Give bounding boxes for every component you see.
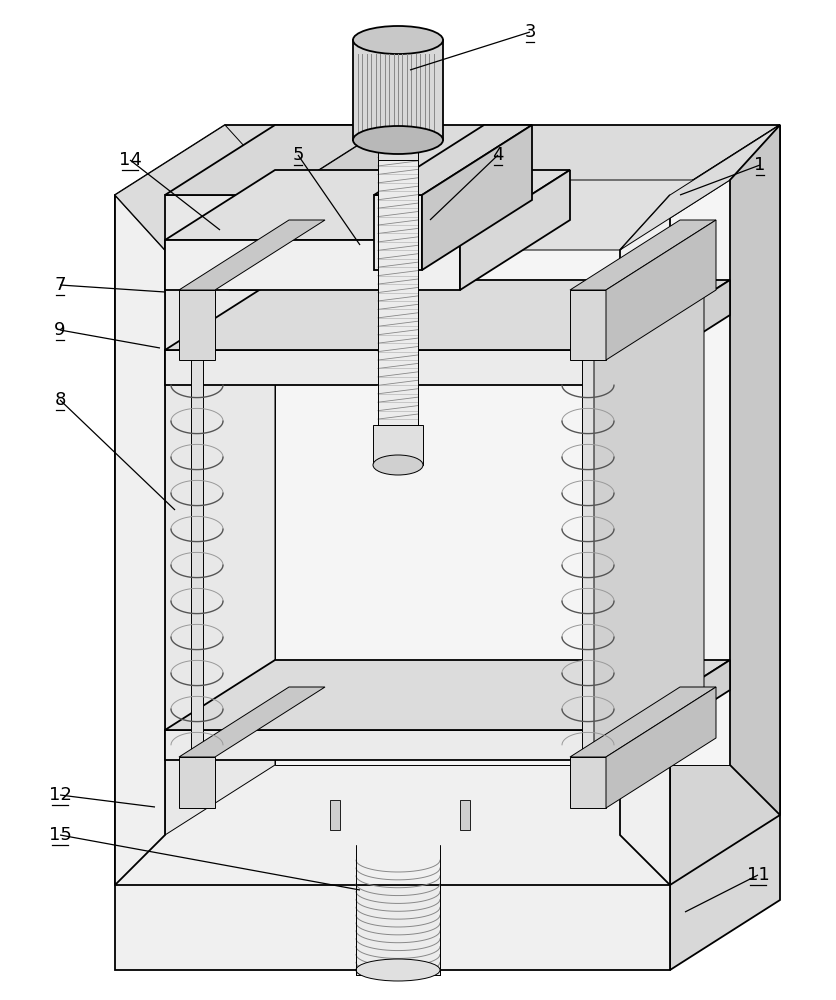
Polygon shape xyxy=(374,125,532,195)
Ellipse shape xyxy=(353,26,442,54)
Text: 8: 8 xyxy=(54,391,65,409)
Polygon shape xyxy=(179,290,215,360)
Polygon shape xyxy=(179,687,324,757)
Polygon shape xyxy=(165,125,390,195)
Polygon shape xyxy=(115,125,275,250)
Polygon shape xyxy=(669,125,779,885)
Polygon shape xyxy=(165,180,729,250)
Polygon shape xyxy=(115,195,165,885)
Text: 12: 12 xyxy=(48,786,71,804)
Polygon shape xyxy=(165,195,309,290)
Polygon shape xyxy=(729,125,779,815)
Polygon shape xyxy=(373,425,422,465)
Polygon shape xyxy=(329,800,339,830)
Polygon shape xyxy=(460,170,569,290)
Polygon shape xyxy=(619,195,669,885)
Polygon shape xyxy=(179,220,324,290)
Polygon shape xyxy=(374,195,421,270)
Polygon shape xyxy=(594,285,703,760)
Text: 11: 11 xyxy=(746,866,768,884)
Polygon shape xyxy=(619,280,729,385)
Polygon shape xyxy=(165,730,619,760)
Text: 9: 9 xyxy=(54,321,66,339)
Polygon shape xyxy=(569,290,605,360)
Polygon shape xyxy=(115,125,779,195)
Text: 1: 1 xyxy=(753,156,765,174)
Polygon shape xyxy=(115,845,669,970)
Polygon shape xyxy=(275,180,729,765)
Text: 4: 4 xyxy=(492,146,503,164)
Polygon shape xyxy=(619,125,779,250)
Polygon shape xyxy=(165,660,729,730)
Ellipse shape xyxy=(353,126,442,154)
Polygon shape xyxy=(179,757,215,808)
Polygon shape xyxy=(355,845,440,975)
Text: 5: 5 xyxy=(292,146,303,164)
Polygon shape xyxy=(569,757,605,808)
Polygon shape xyxy=(569,220,715,290)
Polygon shape xyxy=(378,155,417,425)
Polygon shape xyxy=(581,355,594,760)
Ellipse shape xyxy=(355,959,440,981)
Polygon shape xyxy=(605,687,715,808)
Polygon shape xyxy=(165,350,619,385)
Text: 7: 7 xyxy=(54,276,66,294)
Polygon shape xyxy=(421,125,532,270)
Text: 3: 3 xyxy=(523,23,535,41)
Text: 15: 15 xyxy=(48,826,71,844)
Polygon shape xyxy=(191,355,203,760)
Polygon shape xyxy=(165,240,460,290)
Polygon shape xyxy=(569,687,715,757)
Polygon shape xyxy=(280,125,420,250)
Polygon shape xyxy=(115,775,779,845)
Polygon shape xyxy=(165,180,275,835)
Text: 14: 14 xyxy=(119,151,141,169)
Polygon shape xyxy=(619,660,729,760)
Polygon shape xyxy=(353,40,442,140)
Ellipse shape xyxy=(373,455,422,475)
Polygon shape xyxy=(165,170,569,240)
Polygon shape xyxy=(669,775,779,970)
Polygon shape xyxy=(115,195,669,885)
Polygon shape xyxy=(378,140,417,160)
Polygon shape xyxy=(460,800,470,830)
Polygon shape xyxy=(605,220,715,360)
Polygon shape xyxy=(165,280,729,350)
